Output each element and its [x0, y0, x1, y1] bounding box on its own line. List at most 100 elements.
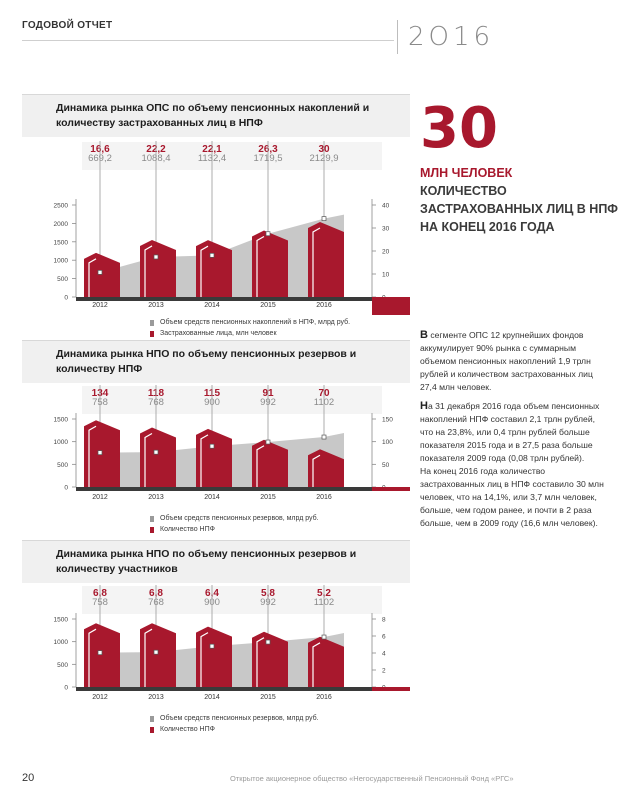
paragraph-text: сегменте ОПС 12 крупнейших фондов аккуму…	[420, 330, 593, 392]
bar	[308, 222, 344, 297]
right-accent-band	[372, 297, 410, 315]
legend-label: Количество НПФ	[160, 726, 215, 733]
legend-item: Объем средств пенсионных резервов, млрд …	[150, 713, 410, 724]
right-tick-label: 20	[382, 249, 390, 256]
paragraph: На 31 декабря 2016 года объем пенсионных…	[420, 400, 610, 465]
right-tick-label: 10	[382, 272, 390, 279]
left-tick-label: 0	[64, 685, 68, 692]
bar-highlight	[144, 432, 153, 487]
baseline-band	[76, 487, 372, 491]
x-tick-label: 2012	[92, 494, 108, 501]
bar	[84, 623, 120, 687]
left-tick-label: 500	[57, 462, 68, 469]
right-tick-label: 6	[382, 634, 386, 641]
paragraph: На конец 2016 года количество застрахова…	[420, 465, 610, 530]
right-tick-label: 2	[382, 668, 386, 675]
bar-highlight	[144, 245, 153, 297]
bar-highlight	[256, 445, 265, 487]
right-tick-label: 8	[382, 617, 386, 624]
x-tick-label: 2013	[148, 494, 164, 501]
x-tick-label: 2016	[316, 302, 332, 309]
footer-company: Открытое акционерное общество «Негосудар…	[230, 774, 514, 783]
left-tick-label: 2500	[54, 203, 69, 210]
body-text: В сегменте ОПС 12 крупнейших фондов акку…	[420, 329, 610, 536]
right-tick-label: 4	[382, 651, 386, 658]
right-tick-label: 100	[382, 439, 393, 446]
area-point	[265, 439, 271, 445]
bar-highlight	[312, 227, 321, 297]
right-tick-label: 150	[382, 417, 393, 424]
bar-highlight	[88, 258, 97, 297]
left-tick-label: 1000	[54, 639, 69, 646]
header-section-label: ГОДОВОЙ ОТЧЕТ	[22, 20, 113, 31]
value-labels-band	[82, 386, 382, 414]
chart-legend: Объем средств пенсионных резервов, млрд …	[150, 513, 410, 535]
bar-highlight	[256, 637, 265, 687]
left-tick-label: 500	[57, 662, 68, 669]
left-tick-label: 1500	[54, 617, 69, 624]
highlight-number: 30	[420, 96, 498, 161]
left-tick-label: 1500	[54, 239, 69, 246]
area-point	[265, 231, 271, 237]
bar-highlight	[312, 642, 321, 687]
x-tick-label: 2016	[316, 694, 332, 701]
area-point	[321, 216, 327, 221]
baseline-band	[76, 687, 372, 691]
bar	[196, 240, 232, 297]
bar-highlight	[144, 628, 153, 687]
chart-block-1: Динамика рынка ОПС по объему пенсионных …	[22, 94, 410, 339]
right-tick-label: 40	[382, 203, 390, 210]
left-tick-label: 1000	[54, 439, 69, 446]
legend-label: Застрахованные лица, млн человек	[160, 330, 277, 337]
right-tick-label: 50	[382, 462, 390, 469]
x-tick-label: 2012	[92, 302, 108, 309]
legend-label: Объем средств пенсионных резервов, млрд …	[160, 715, 319, 722]
area-point	[209, 643, 215, 649]
bar	[252, 631, 288, 687]
area-point	[97, 650, 103, 655]
bar	[84, 252, 120, 297]
legend-item: Количество НПФ	[150, 724, 410, 735]
area-point	[97, 450, 103, 455]
legend-swatch-red	[150, 726, 154, 733]
legend-swatch-grey	[150, 515, 154, 522]
chart-block-2: Динамика рынка НПО по объему пенсионных …	[22, 340, 410, 535]
header-divider	[397, 20, 398, 54]
area-point	[209, 252, 215, 258]
left-tick-label: 0	[64, 485, 68, 492]
legend-item: Количество НПФ	[150, 524, 410, 535]
x-tick-label: 2015	[260, 302, 276, 309]
page-number: 20	[22, 772, 35, 784]
x-tick-label: 2014	[204, 694, 220, 701]
value-labels-band	[82, 586, 382, 614]
dropcap: В	[420, 329, 428, 341]
area-point	[209, 443, 215, 449]
left-tick-label: 0	[64, 295, 68, 302]
bar	[196, 428, 232, 487]
highlight-caption: МЛН ЧЕЛОВЕК КОЛИЧЕСТВО ЗАСТРАХОВАННЫХ ЛИ…	[420, 164, 620, 236]
legend-label: Количество НПФ	[160, 526, 215, 533]
legend-item: Объем средств пенсионных резервов, млрд …	[150, 513, 410, 524]
paragraph-text: На конец 2016 года количество застрахова…	[420, 466, 604, 528]
x-tick-label: 2013	[148, 694, 164, 701]
area-point	[321, 434, 327, 440]
legend-swatch-red	[150, 526, 154, 533]
chart-npo-funds: 1347581187681159009199270110205001000150…	[54, 385, 410, 501]
chart-ops: 16,6669,222,21088,422,11132,426,31719,53…	[54, 141, 410, 315]
bar	[140, 623, 176, 687]
legend-label: Объем средств пенсионных резервов, млрд …	[160, 515, 319, 522]
legend-item: Объем средств пенсионных накоплений в НП…	[150, 317, 410, 328]
header-rule	[22, 40, 394, 41]
area-point	[97, 270, 103, 275]
header-year: 2О16	[408, 22, 495, 52]
chart-npo-participants: 6,87586,87686,49005,89925,21102050010001…	[54, 585, 410, 701]
bar-highlight	[312, 454, 321, 487]
chart-legend: Объем средств пенсионных резервов, млрд …	[150, 713, 410, 735]
bar	[308, 636, 344, 687]
area-point	[321, 634, 327, 640]
legend-swatch-grey	[150, 319, 154, 326]
x-tick-label: 2012	[92, 694, 108, 701]
highlight-text: КОЛИЧЕСТВО ЗАСТРАХОВАННЫХ ЛИЦ В НПФ НА К…	[420, 184, 618, 234]
x-tick-label: 2015	[260, 494, 276, 501]
bar-highlight	[256, 235, 265, 297]
